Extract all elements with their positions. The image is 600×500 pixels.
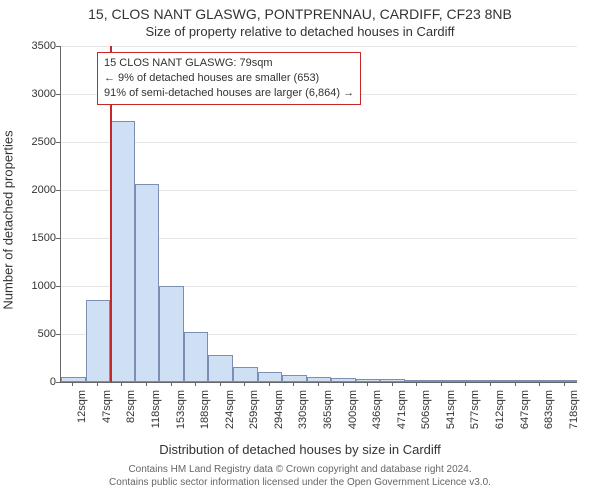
x-tick-label: 400sqm xyxy=(347,390,359,429)
x-tick-mark xyxy=(564,382,565,386)
x-tick-mark xyxy=(269,382,270,386)
y-tick-mark xyxy=(56,382,60,383)
x-tick-label: 436sqm xyxy=(371,390,383,429)
x-tick-mark xyxy=(72,382,73,386)
histogram-bar xyxy=(380,379,405,382)
callout-line-2: ← 9% of detached houses are smaller (653… xyxy=(104,71,354,86)
y-tick-label: 1000 xyxy=(16,280,56,292)
x-tick-mark xyxy=(392,382,393,386)
histogram-bar xyxy=(331,378,356,382)
histogram-bar xyxy=(208,355,233,382)
page-title-line2: Size of property relative to detached ho… xyxy=(0,24,600,39)
x-tick-mark xyxy=(367,382,368,386)
histogram-bar xyxy=(184,332,209,382)
y-tick-mark xyxy=(56,238,60,239)
histogram-bar xyxy=(282,375,307,382)
footer-attribution: Contains HM Land Registry data © Crown c… xyxy=(0,464,600,489)
histogram-bar xyxy=(61,377,86,382)
x-tick-mark xyxy=(343,382,344,386)
y-tick-label: 3000 xyxy=(16,88,56,100)
x-tick-label: 118sqm xyxy=(150,390,162,428)
callout-line-1: 15 CLOS NANT GLASWG: 79sqm xyxy=(104,56,354,71)
chart-container: 15, CLOS NANT GLASWG, PONTPRENNAU, CARDI… xyxy=(0,0,600,500)
callout-line-3: 91% of semi-detached houses are larger (… xyxy=(104,86,354,101)
histogram-bar xyxy=(430,380,455,382)
y-tick-mark xyxy=(56,94,60,95)
histogram-bar xyxy=(552,380,577,382)
x-tick-mark xyxy=(146,382,147,386)
y-tick-mark xyxy=(56,190,60,191)
x-tick-label: 683sqm xyxy=(543,390,555,429)
x-tick-label: 294sqm xyxy=(273,390,285,429)
y-tick-label: 0 xyxy=(16,376,56,388)
x-tick-label: 647sqm xyxy=(519,390,531,429)
histogram-bar xyxy=(233,367,258,382)
y-tick-mark xyxy=(56,286,60,287)
histogram-bar xyxy=(135,184,160,382)
x-tick-label: 153sqm xyxy=(175,390,187,429)
x-axis-label: Distribution of detached houses by size … xyxy=(0,442,600,457)
gridline xyxy=(61,142,577,143)
gridline xyxy=(61,46,577,47)
x-tick-label: 82sqm xyxy=(125,390,137,423)
histogram-bar xyxy=(86,300,111,382)
histogram-bar xyxy=(503,380,528,382)
x-tick-mark xyxy=(539,382,540,386)
x-tick-label: 577sqm xyxy=(469,390,481,429)
x-tick-mark xyxy=(171,382,172,386)
y-tick-mark xyxy=(56,142,60,143)
histogram-bar xyxy=(405,380,430,382)
x-tick-label: 471sqm xyxy=(396,390,408,429)
footer-line-1: Contains HM Land Registry data © Crown c… xyxy=(0,464,600,477)
histogram-bar xyxy=(159,286,184,382)
x-tick-mark xyxy=(318,382,319,386)
callout-box: 15 CLOS NANT GLASWG: 79sqm ← 9% of detac… xyxy=(97,52,361,105)
x-tick-mark xyxy=(244,382,245,386)
x-tick-label: 365sqm xyxy=(322,390,334,429)
histogram-bar xyxy=(110,121,135,382)
x-tick-mark xyxy=(490,382,491,386)
x-tick-label: 718sqm xyxy=(568,390,580,429)
page-title-line1: 15, CLOS NANT GLASWG, PONTPRENNAU, CARDI… xyxy=(0,6,600,22)
x-tick-label: 612sqm xyxy=(494,390,506,429)
x-tick-label: 47sqm xyxy=(101,390,113,423)
y-tick-label: 2500 xyxy=(16,136,56,148)
histogram-bar xyxy=(258,372,283,382)
x-tick-mark xyxy=(220,382,221,386)
histogram-bar xyxy=(454,380,479,382)
x-tick-label: 224sqm xyxy=(224,390,236,429)
x-tick-label: 541sqm xyxy=(445,390,457,429)
x-tick-mark xyxy=(465,382,466,386)
x-tick-mark xyxy=(441,382,442,386)
y-tick-label: 2000 xyxy=(16,184,56,196)
x-tick-label: 330sqm xyxy=(297,390,309,429)
y-tick-mark xyxy=(56,46,60,47)
plot-area: 15 CLOS NANT GLASWG: 79sqm ← 9% of detac… xyxy=(60,46,577,383)
y-axis-label: Number of detached properties xyxy=(1,130,16,309)
x-tick-label: 259sqm xyxy=(248,390,260,429)
y-tick-label: 3500 xyxy=(16,40,56,52)
x-tick-label: 506sqm xyxy=(420,390,432,429)
x-tick-mark xyxy=(416,382,417,386)
x-tick-mark xyxy=(97,382,98,386)
x-tick-mark xyxy=(121,382,122,386)
footer-line-2: Contains public sector information licen… xyxy=(0,477,600,490)
x-tick-mark xyxy=(293,382,294,386)
x-tick-mark xyxy=(515,382,516,386)
x-tick-label: 188sqm xyxy=(199,390,211,429)
y-tick-label: 1500 xyxy=(16,232,56,244)
y-tick-mark xyxy=(56,334,60,335)
x-tick-mark xyxy=(195,382,196,386)
x-tick-label: 12sqm xyxy=(76,390,88,423)
y-tick-label: 500 xyxy=(16,328,56,340)
